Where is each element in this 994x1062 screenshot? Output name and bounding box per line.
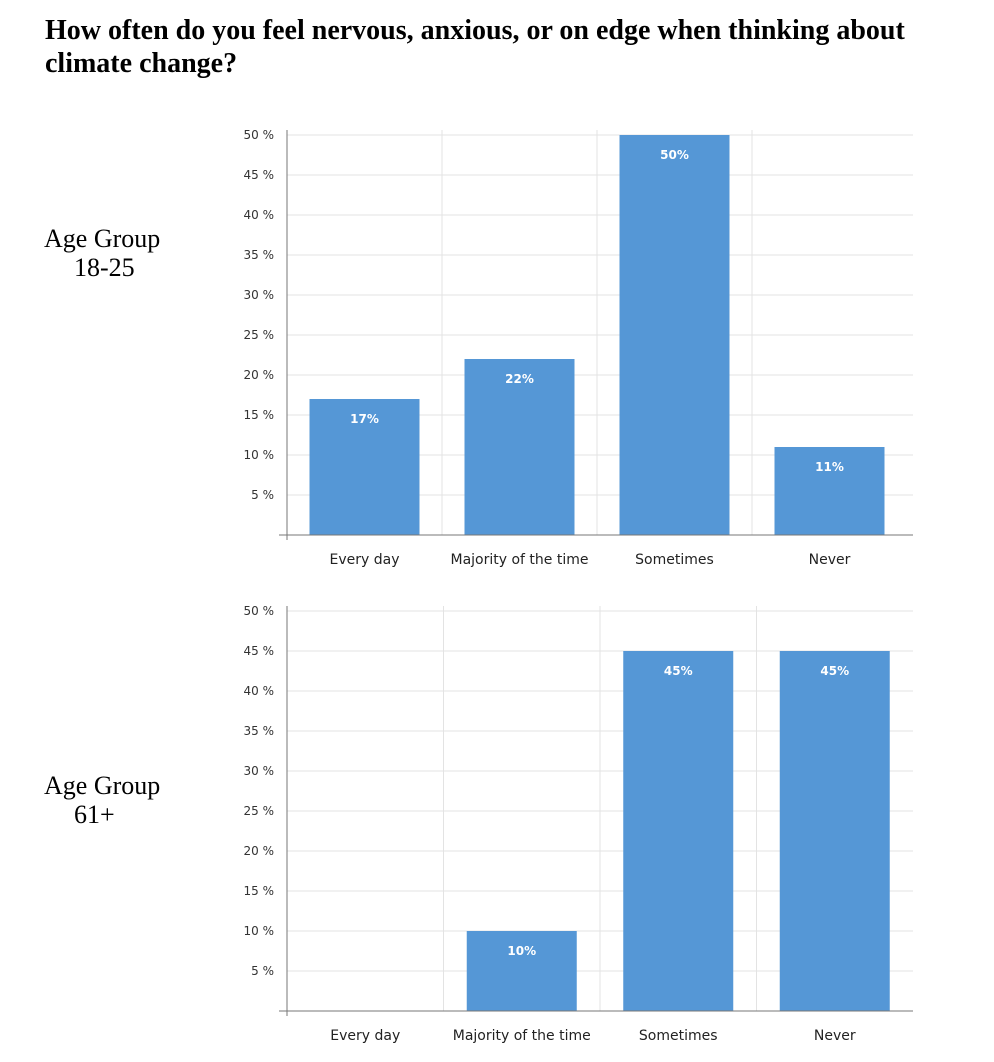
data-label: 50%	[660, 148, 689, 162]
category-label: Every day	[330, 1028, 400, 1044]
y-tick-label: 45 %	[244, 644, 275, 658]
page-title: How often do you feel nervous, anxious, …	[45, 15, 905, 79]
data-label: 10%	[507, 944, 536, 958]
y-tick-label: 25 %	[244, 328, 275, 342]
group-label-2-line2: 61+	[74, 800, 115, 829]
y-tick-label: 5 %	[251, 964, 274, 978]
bar	[619, 135, 730, 535]
y-tick-label: 20 %	[244, 368, 275, 382]
y-tick-label: 10 %	[244, 924, 275, 938]
data-label: 45%	[820, 664, 849, 678]
category-label: Never	[814, 1028, 856, 1044]
bar-chart-age-61-plus: 5 % 10 % 15 % 20 % 25 % 30 % 35 % 40 % 45 % 50 % E…	[244, 604, 913, 1044]
category-label: Sometimes	[635, 552, 714, 568]
y-tick-label: 35 %	[244, 724, 275, 738]
data-label: 22%	[505, 372, 534, 386]
y-tick-label: 10 %	[244, 448, 275, 462]
data-label: 11%	[815, 460, 844, 474]
data-label: 45%	[664, 664, 693, 678]
y-tick-label: 15 %	[244, 884, 275, 898]
category-label: Sometimes	[639, 1028, 718, 1044]
group-label-1: Age Group 18-25	[44, 224, 194, 282]
bar	[779, 651, 890, 1011]
y-tick-label: 25 %	[244, 804, 275, 818]
y-tick-label: 40 %	[244, 208, 275, 222]
group-label-1-line1: Age Group	[44, 224, 161, 253]
category-label: Majority of the time	[451, 552, 589, 568]
data-label: 17%	[350, 412, 379, 426]
y-tick-label: 30 %	[244, 288, 275, 302]
group-label-2-line1: Age Group	[44, 771, 161, 800]
category-label: Every day	[330, 552, 400, 568]
bar	[623, 651, 734, 1011]
y-tick-label: 40 %	[244, 684, 275, 698]
bar	[309, 399, 420, 535]
y-tick-label: 35 %	[244, 248, 275, 262]
y-tick-label: 50 %	[244, 128, 275, 142]
y-tick-label: 50 %	[244, 604, 275, 618]
y-tick-label: 30 %	[244, 764, 275, 778]
bar	[774, 447, 885, 535]
y-tick-label: 5 %	[251, 488, 274, 502]
y-tick-label: 45 %	[244, 168, 275, 182]
category-label: Majority of the time	[453, 1028, 591, 1044]
y-tick-label: 15 %	[244, 408, 275, 422]
group-label-1-line2: 18-25	[74, 253, 135, 282]
category-label: Never	[809, 552, 851, 568]
y-tick-label: 20 %	[244, 844, 275, 858]
bar	[464, 359, 575, 535]
bar-chart-age-18-25: 5 % 10 % 15 % 20 % 25 % 30 % 35 % 40 % 45 % 50 % 1…	[244, 128, 913, 568]
group-label-2: Age Group 61+	[44, 771, 194, 829]
bar	[466, 931, 577, 1011]
